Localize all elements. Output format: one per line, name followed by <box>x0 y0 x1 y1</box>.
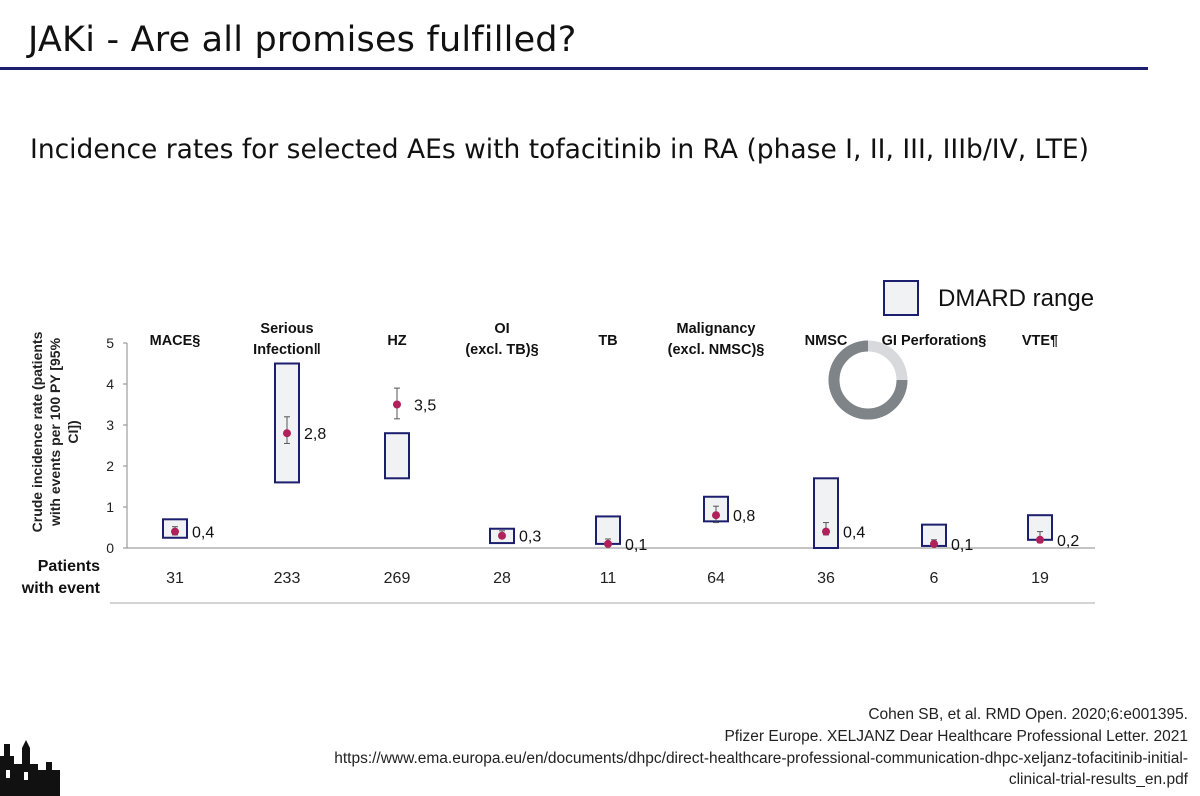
patients-count: 31 <box>166 570 184 587</box>
incidence-point <box>712 511 720 520</box>
reference-4[interactable]: clinical-trial-results_en.pdf <box>1008 771 1188 788</box>
category-label: Serious <box>260 321 313 337</box>
y-tick-label: 5 <box>106 335 114 351</box>
incidence-point <box>283 429 291 438</box>
incidence-point <box>604 539 612 548</box>
value-label: 3,5 <box>414 398 436 415</box>
category-label: TB <box>598 333 617 349</box>
patients-count: 64 <box>707 570 725 587</box>
value-label: 0,2 <box>1057 533 1079 550</box>
incidence-point <box>393 400 401 409</box>
y-axis-label-line-1: Crude incidence rate (patients <box>29 331 45 532</box>
patients-count: 6 <box>930 570 939 587</box>
incidence-point <box>822 527 830 536</box>
incidence-chart: Crude incidence rate (patients with event… <box>21 280 1095 604</box>
category-label: VTE¶ <box>1022 333 1058 349</box>
value-label: 0,4 <box>192 525 214 542</box>
reference-1: Cohen SB, et al. RMD Open. 2020;6:e00139… <box>868 706 1188 723</box>
y-axis-label-line-2: with events per 100 PY [95% <box>47 337 63 527</box>
category-label: HZ <box>387 333 406 349</box>
legend-swatch <box>883 280 919 316</box>
loading-spinner-icon <box>828 340 908 420</box>
row-label-line-1: Patients <box>38 558 100 575</box>
value-label: 0,3 <box>519 529 541 546</box>
category-label: MACE§ <box>150 333 201 349</box>
patients-count: 28 <box>493 570 511 587</box>
dmard-range-box <box>813 477 839 549</box>
incidence-point <box>930 539 938 548</box>
title-divider <box>0 67 1148 70</box>
dmard-range-box <box>384 432 410 480</box>
reference-3[interactable]: https://www.ema.europa.eu/en/documents/d… <box>334 750 1188 767</box>
category-label: (excl. TB)§ <box>465 342 538 358</box>
category-label: Infection‖ <box>253 342 321 358</box>
y-tick-label: 4 <box>106 376 114 392</box>
value-label: 0,8 <box>733 508 755 525</box>
legend-label: DMARD range <box>938 285 1094 312</box>
row-label-line-2: with event <box>21 580 101 597</box>
value-label: 0,4 <box>843 525 865 542</box>
slide-title: JAKi - Are all promises fulfilled? <box>28 20 577 60</box>
category-label: OI <box>494 321 509 337</box>
y-axis-label-line-3: CI]) <box>65 420 81 443</box>
chart-subtitle: Incidence rates for selected AEs with to… <box>30 134 1089 165</box>
y-tick-label: 3 <box>106 417 114 433</box>
value-label: 0,1 <box>625 537 647 554</box>
patients-count: 19 <box>1031 570 1049 587</box>
incidence-point <box>498 531 506 540</box>
incidence-point <box>1036 535 1044 544</box>
category-label: (excl. NMSC)§ <box>668 342 765 358</box>
patients-count: 36 <box>817 570 835 587</box>
patients-count: 233 <box>274 570 301 587</box>
patients-count: 269 <box>384 570 411 587</box>
incidence-point <box>171 527 179 536</box>
category-label: NMSC <box>805 333 848 349</box>
institution-logo-icon <box>0 740 60 796</box>
value-label: 2,8 <box>304 426 326 443</box>
category-label: Malignancy <box>677 321 756 337</box>
category-label: GI Perforation§ <box>882 333 987 349</box>
value-label: 0,1 <box>951 537 973 554</box>
patients-count: 11 <box>600 570 617 587</box>
y-tick-label: 0 <box>106 540 114 556</box>
y-tick-label: 1 <box>106 499 114 515</box>
y-tick-label: 2 <box>106 458 114 474</box>
reference-2: Pfizer Europe. XELJANZ Dear Healthcare P… <box>724 728 1188 745</box>
